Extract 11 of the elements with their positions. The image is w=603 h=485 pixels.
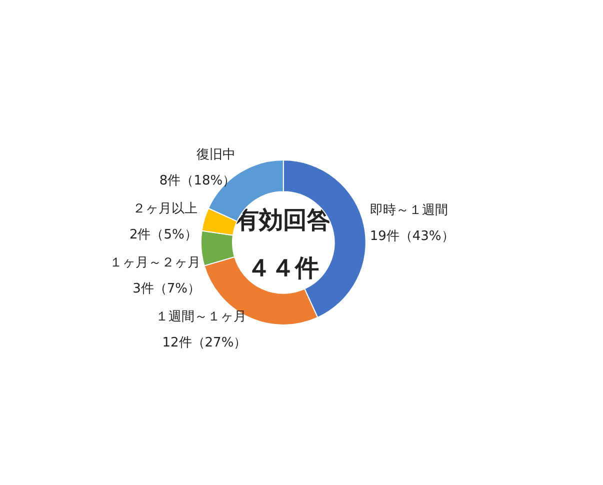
slice-label: １ヶ月～２ヶ月 — [110, 256, 201, 271]
slice-label: １週間～１ヶ月 — [156, 310, 247, 325]
slice-label: 即時～１週間 — [370, 203, 448, 218]
data-label: 19件（43%） — [370, 229, 454, 244]
data-label: 3件（7%） — [132, 282, 201, 297]
text: ４４件 — [247, 254, 319, 282]
data-label: 12件（27%） — [162, 336, 247, 351]
data-label: 2件（5%） — [129, 228, 198, 243]
slice-label: 復旧中 — [196, 148, 236, 163]
slice-label: ２ヶ月以上 — [132, 202, 198, 217]
data-label: 8件（18%） — [159, 174, 236, 189]
